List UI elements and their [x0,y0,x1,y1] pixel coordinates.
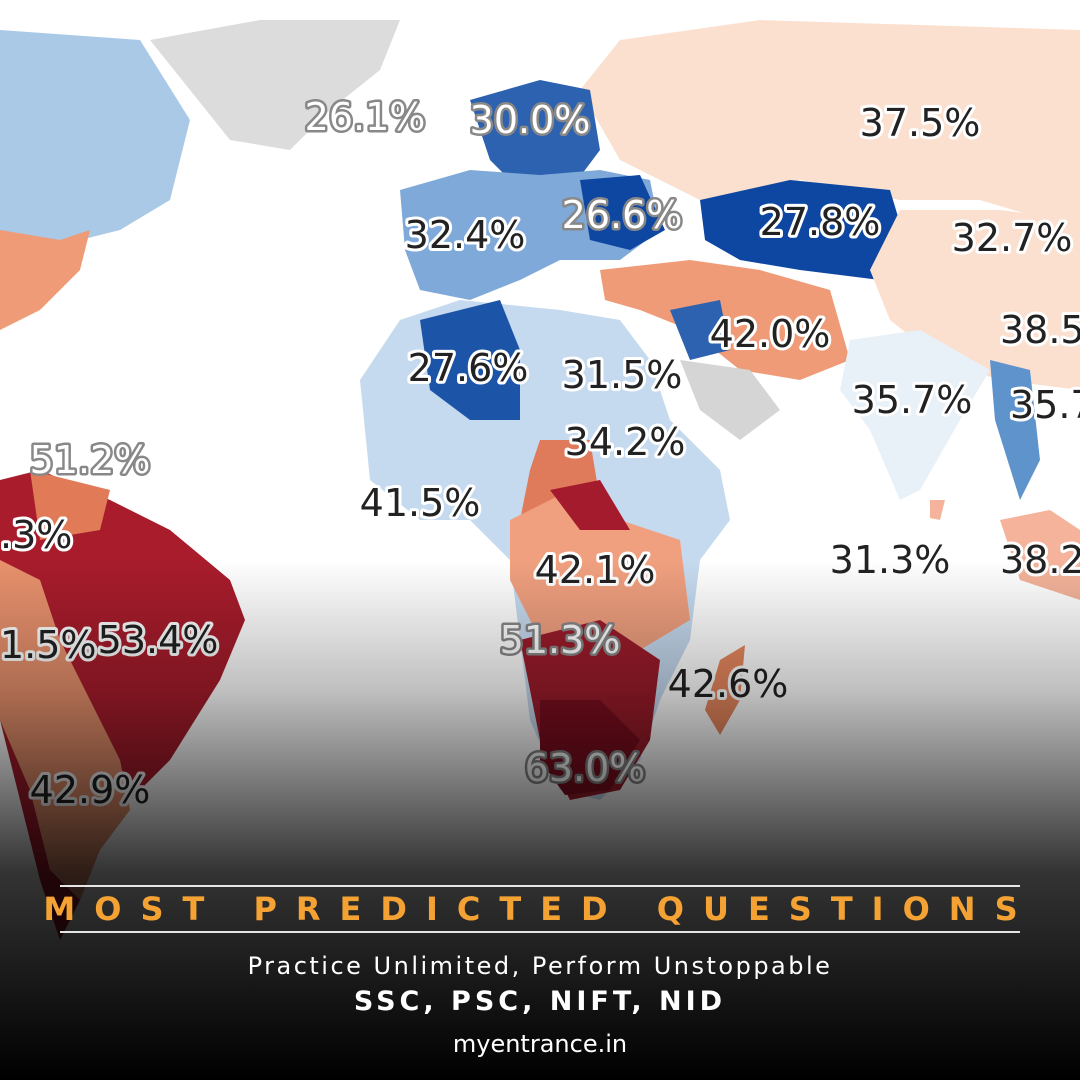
region-label: 38.5 [1000,308,1080,352]
region-label: 34.2% [565,420,686,464]
headline: MOST PREDICTED QUESTIONS [43,890,1036,928]
region-label: 26.1% [305,95,426,139]
region-label: 42.0% [710,312,831,356]
region-label: 27.6% [408,346,529,390]
region-label: 37.5% [860,101,981,145]
region-label: .3% [0,513,72,557]
region-label: 32.7% [952,216,1073,260]
region-label: 35.7 [1010,383,1080,427]
tagline: Practice Unlimited, Perform Unstoppable [248,952,833,980]
region-label: 31.5% [562,353,683,397]
region-label: 27.8% [760,200,881,244]
region-label: 51.2% [30,438,151,482]
website: myentrance.in [453,1030,627,1058]
region-label: 26.6% [562,193,683,237]
dark-overlay [0,560,1080,1080]
region-label: 32.4% [405,213,526,257]
region-label: 41.5% [360,481,481,525]
exams: SSC, PSC, NIFT, NID [354,986,726,1017]
region-label: 35.7% [852,378,973,422]
region-label: 30.0% [470,98,591,142]
